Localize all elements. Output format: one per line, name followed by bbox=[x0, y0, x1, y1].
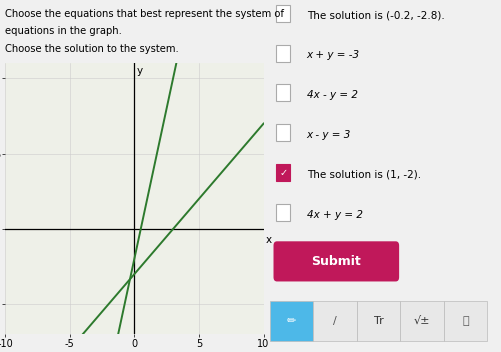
Text: x: x bbox=[265, 235, 271, 245]
Text: x + y = -3: x + y = -3 bbox=[306, 50, 359, 61]
Text: 4x + y = 2: 4x + y = 2 bbox=[306, 210, 362, 220]
FancyBboxPatch shape bbox=[276, 5, 290, 22]
Text: x - y = 3: x - y = 3 bbox=[306, 130, 350, 140]
FancyBboxPatch shape bbox=[399, 301, 443, 341]
Text: equations in the graph.: equations in the graph. bbox=[5, 26, 122, 36]
FancyBboxPatch shape bbox=[276, 45, 290, 62]
Text: Choose the solution to the system.: Choose the solution to the system. bbox=[5, 44, 178, 54]
FancyBboxPatch shape bbox=[313, 301, 356, 341]
Text: ✓: ✓ bbox=[279, 168, 287, 178]
FancyBboxPatch shape bbox=[276, 204, 290, 221]
FancyBboxPatch shape bbox=[276, 124, 290, 141]
FancyBboxPatch shape bbox=[270, 301, 313, 341]
FancyBboxPatch shape bbox=[273, 241, 398, 282]
Text: The solution is (1, -2).: The solution is (1, -2). bbox=[306, 170, 420, 180]
Text: Choose the equations that best represent the system of: Choose the equations that best represent… bbox=[5, 9, 284, 19]
Text: 🖊: 🖊 bbox=[461, 316, 468, 326]
Text: 4x - y = 2: 4x - y = 2 bbox=[306, 90, 357, 100]
Text: /: / bbox=[333, 316, 336, 326]
Text: y: y bbox=[136, 65, 142, 76]
Text: Submit: Submit bbox=[311, 255, 361, 268]
FancyBboxPatch shape bbox=[276, 164, 290, 181]
Text: ✏: ✏ bbox=[287, 316, 296, 326]
FancyBboxPatch shape bbox=[276, 84, 290, 101]
Text: Tr: Tr bbox=[373, 316, 383, 326]
FancyBboxPatch shape bbox=[443, 301, 486, 341]
Text: √±: √± bbox=[413, 316, 429, 326]
FancyBboxPatch shape bbox=[356, 301, 399, 341]
Text: The solution is (-0.2, -2.8).: The solution is (-0.2, -2.8). bbox=[306, 11, 443, 21]
